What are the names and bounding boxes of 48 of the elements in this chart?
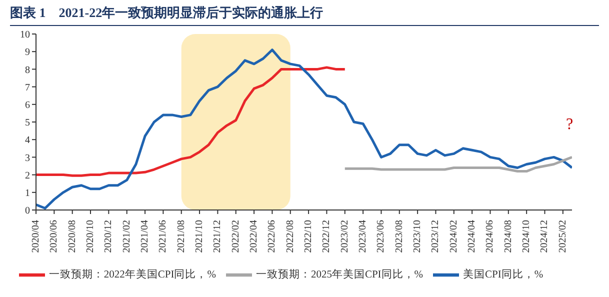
x-tick-label: 2023/06 <box>376 220 387 253</box>
x-tick-label: 2025/02 <box>557 220 568 253</box>
x-tick-label: 2024/04 <box>466 220 478 253</box>
y-tick-label: 3 <box>25 152 30 164</box>
x-tick-label: 2020/10 <box>85 220 96 253</box>
chart-title: 图表 1 2021-22年一致预期明显滞后于实际的通胀上行 <box>10 4 599 26</box>
x-tick-label: 2020/12 <box>103 220 114 253</box>
x-tick-label: 2021/10 <box>194 220 206 253</box>
y-tick-label: 4 <box>25 135 30 146</box>
x-tick-label: 2023/10 <box>412 220 424 253</box>
x-tick-label: 2022/12 <box>321 220 332 253</box>
y-tick-label: 1 <box>25 188 30 199</box>
x-tick-label: 2020/04 <box>30 220 42 253</box>
x-tick-label: 2022/06 <box>266 220 278 253</box>
x-tick-label: 2022/10 <box>303 220 314 253</box>
x-tick-label: 2021/02 <box>121 220 132 253</box>
x-tick-label: 2024/10 <box>521 220 532 253</box>
x-tick-label: 2024/12 <box>539 220 550 253</box>
y-tick-label: 10 <box>20 30 30 41</box>
line-series <box>344 156 572 173</box>
x-tick-label: 2020/08 <box>66 220 78 253</box>
x-tick-label: 2023/04 <box>358 220 369 253</box>
x-tick-label: 2022/04 <box>248 220 260 253</box>
x-tick-label: 2024/06 <box>484 220 496 253</box>
y-tick-label: 0 <box>25 206 30 217</box>
x-tick-label: 2023/08 <box>394 220 405 253</box>
x-tick-label: 2024/02 <box>448 220 460 253</box>
x-tick-label: 2021/06 <box>158 220 169 253</box>
x-tick-label: 2023/12 <box>430 220 442 253</box>
y-tick-label: 6 <box>25 100 30 111</box>
legend-label: 一致预期：2025年美国CPI同比，% <box>256 269 424 280</box>
x-tick-label: 2024/08 <box>502 220 514 253</box>
line-series <box>36 66 346 177</box>
y-tick-label: 9 <box>25 47 30 58</box>
x-tick-label: 2021/12 <box>212 220 224 253</box>
x-tick-label: 2022/02 <box>230 220 242 253</box>
x-tick-label: 2021/04 <box>140 220 151 253</box>
annotation: ? <box>566 116 574 134</box>
y-tick-label: 5 <box>25 118 30 129</box>
y-tick-label: 7 <box>25 82 30 94</box>
legend-label: 一致预期：2022年美国CPI同比，% <box>48 269 216 280</box>
legend-label: 美国CPI同比，% <box>463 269 544 280</box>
x-tick-label: 2023/02 <box>339 220 350 253</box>
y-tick-label: 8 <box>25 64 30 76</box>
y-tick-label: 2 <box>25 170 30 182</box>
x-tick-label: 2022/08 <box>284 220 296 253</box>
x-tick-label: 2020/06 <box>48 220 60 253</box>
x-tick-label: 2021/08 <box>176 220 187 253</box>
